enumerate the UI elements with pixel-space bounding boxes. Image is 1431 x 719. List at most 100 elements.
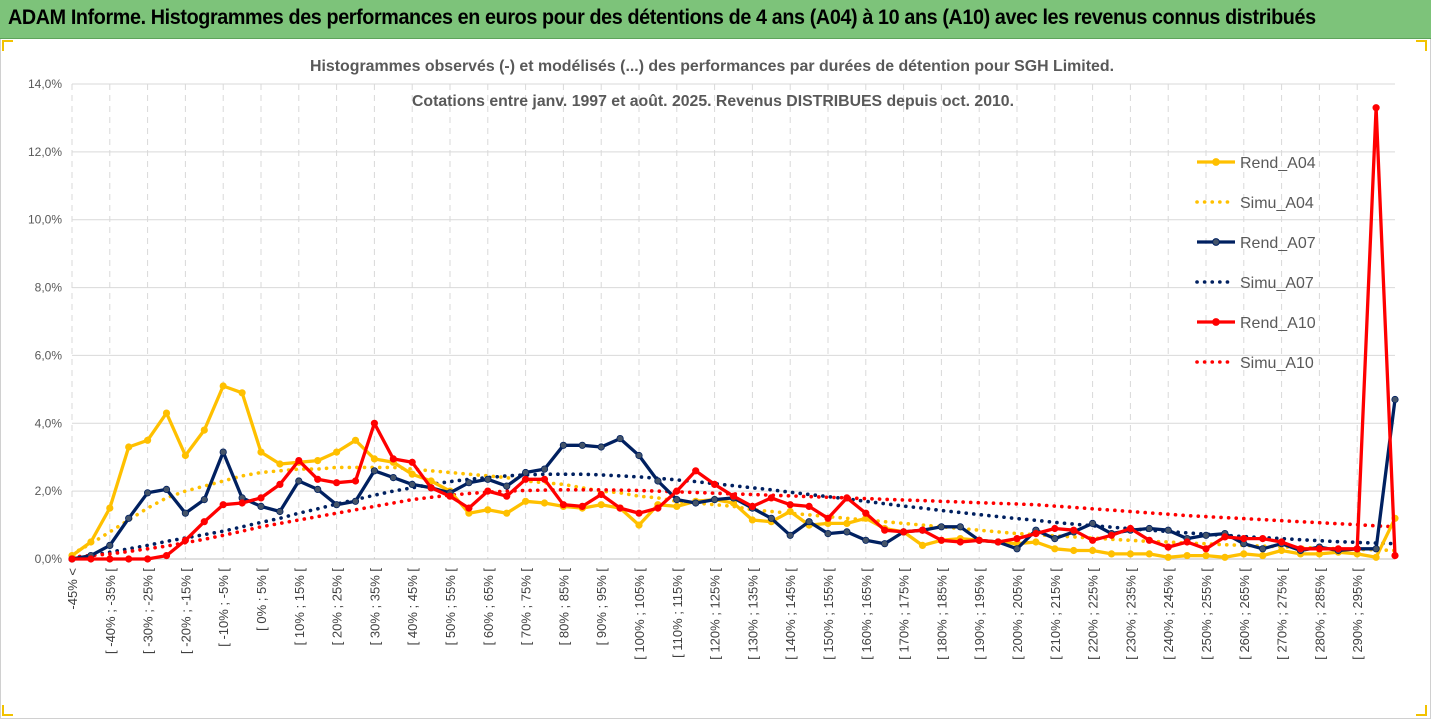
page-title: ADAM Informe. Histogrammes des performan… <box>8 6 1316 29</box>
data-point <box>1372 545 1380 553</box>
data-point <box>635 521 643 529</box>
data-point <box>748 516 757 524</box>
data-point <box>1278 546 1286 555</box>
data-point <box>521 475 530 483</box>
data-point <box>1202 545 1210 553</box>
series-rend-a10 <box>68 104 1399 563</box>
y-tick-label: 14,0% <box>28 77 62 91</box>
data-point <box>503 509 511 517</box>
data-point <box>673 487 681 495</box>
data-point <box>1278 538 1286 546</box>
y-tick-label: 2,0% <box>35 484 63 498</box>
data-point <box>295 456 303 465</box>
legend-item-rend-a04: Rend_A04 <box>1197 155 1316 172</box>
x-tick-label: [ 150% ; 155% [ <box>821 568 836 660</box>
x-tick-label: [ -40% ; -35% [ <box>103 568 118 654</box>
x-tick-label: [ 90% ; 95% [ <box>594 568 609 646</box>
y-axis: 0,0% 2,0% 4,0% 6,0% 8,0% 10,0% 12,0% 14,0% <box>28 77 62 566</box>
data-point <box>219 501 227 509</box>
x-tick-label: [ 290% ; 295% [ <box>1350 568 1365 660</box>
data-point <box>597 501 605 509</box>
data-point <box>1372 553 1380 561</box>
data-point <box>1070 546 1078 555</box>
x-tick-label: [ 60% ; 65% [ <box>481 568 496 646</box>
data-point <box>351 477 360 485</box>
data-point <box>692 499 700 507</box>
data-point <box>257 494 265 502</box>
data-point <box>370 419 378 427</box>
data-point <box>767 494 775 502</box>
data-point <box>1259 545 1267 553</box>
data-point <box>370 467 378 475</box>
data-point <box>881 526 889 534</box>
data-point <box>1145 550 1153 558</box>
data-point <box>1315 545 1324 553</box>
data-point <box>200 426 208 434</box>
data-point <box>1013 534 1021 543</box>
data-point <box>1051 524 1059 533</box>
data-point <box>144 555 152 563</box>
data-point <box>654 477 662 485</box>
data-point <box>673 502 681 510</box>
legend-item-simu-a04: Simu_A04 <box>1195 195 1314 212</box>
series-rend-a07 <box>68 395 1399 563</box>
data-point <box>1164 543 1172 551</box>
data-point <box>276 480 284 488</box>
legend-label: Simu_A04 <box>1240 195 1314 212</box>
data-point <box>767 514 775 522</box>
data-point <box>1051 545 1059 553</box>
legend-label: Simu_A07 <box>1240 275 1314 292</box>
data-point <box>351 436 360 444</box>
data-point <box>276 460 284 468</box>
data-point <box>918 526 927 534</box>
series-group <box>68 104 1399 563</box>
series-line <box>71 384 1397 559</box>
x-tick-label: [ 220% ; 225% [ <box>1086 568 1101 660</box>
legend-item-simu-a07: Simu_A07 <box>1195 275 1314 292</box>
data-point <box>635 451 643 460</box>
data-point <box>559 441 568 449</box>
x-tick-label: [ 40% ; 45% [ <box>405 568 420 646</box>
x-tick-label: [ 280% ; 285% [ <box>1312 568 1327 660</box>
data-point <box>692 467 700 475</box>
y-tick-label: 6,0% <box>35 348 63 362</box>
x-tick-label: [ 50% ; 55% [ <box>443 568 458 646</box>
x-tick-label: [ 240% ; 245% [ <box>1161 568 1176 660</box>
data-point <box>1296 545 1305 553</box>
data-point <box>843 494 851 502</box>
data-point <box>1259 534 1267 543</box>
data-point <box>786 507 794 516</box>
legend-item-rend-a07: Rend_A07 <box>1197 235 1316 252</box>
x-tick-label: [ 180% ; 185% [ <box>934 568 949 660</box>
grid-lines <box>71 83 1395 560</box>
data-point <box>1164 553 1172 561</box>
x-tick-label: [ -20% ; -15% [ <box>178 568 193 654</box>
data-point <box>918 541 927 549</box>
legend: Rend_A04 Simu_A04 Rend_A07 Simu_A07 Rend_A10… <box>1195 155 1316 372</box>
data-point <box>1183 538 1191 546</box>
data-point <box>1145 524 1153 533</box>
legend-label: Rend_A04 <box>1240 155 1316 172</box>
data-point <box>540 499 549 507</box>
data-point <box>87 555 95 563</box>
x-tick-label: [ 10% ; 15% [ <box>292 568 307 646</box>
data-point <box>162 551 171 560</box>
x-tick-label: [ 160% ; 165% [ <box>859 568 874 660</box>
data-point <box>389 473 397 482</box>
data-point <box>559 501 568 509</box>
data-point <box>1334 545 1342 553</box>
data-point <box>1089 519 1097 527</box>
chart-title-line2: Cotations entre janv. 1997 et août. 2025… <box>412 93 1014 110</box>
data-point <box>295 477 303 485</box>
x-tick-label: [ 170% ; 175% [ <box>897 568 912 660</box>
data-point <box>200 518 208 526</box>
data-point <box>200 495 208 504</box>
data-point <box>276 507 284 516</box>
data-point <box>1240 534 1248 543</box>
data-point <box>937 523 946 531</box>
data-point <box>484 506 492 514</box>
corner-mark-top-right <box>1416 40 1427 51</box>
data-point <box>484 475 492 483</box>
x-tick-label: [ 70% ; 75% [ <box>519 568 534 646</box>
x-tick-label: [ -10% ; -5% [ <box>216 568 231 647</box>
